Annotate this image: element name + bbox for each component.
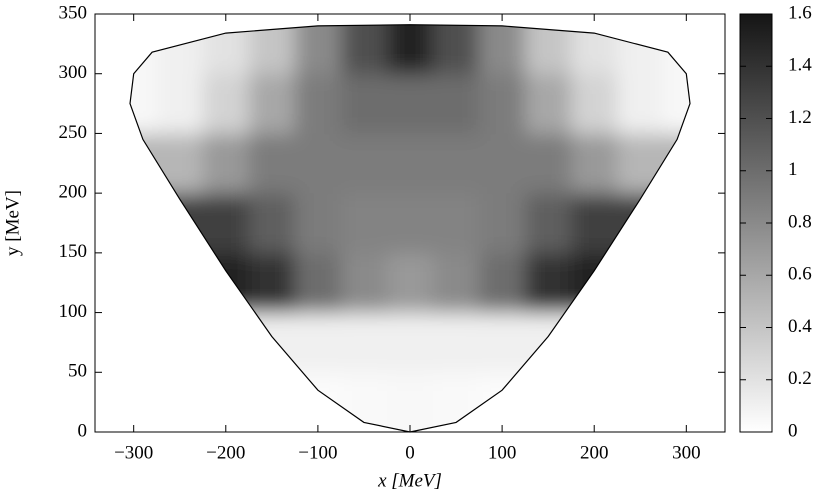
- x-tick-label: −300: [114, 442, 153, 463]
- heat-cell: [248, 252, 296, 314]
- heat-cell: [525, 252, 572, 314]
- heat-cell: [525, 133, 572, 194]
- heat-cell: [156, 24, 204, 75]
- heat-cell: [525, 193, 572, 254]
- heat-cell: [294, 193, 342, 254]
- heat-cell: [525, 312, 572, 373]
- heat-cell: [617, 133, 664, 194]
- heat-cell: [156, 73, 204, 134]
- heat-cell: [617, 24, 664, 75]
- heat-cell: [202, 252, 250, 314]
- y-tick-label: 100: [59, 301, 88, 322]
- heat-cell: [386, 73, 434, 134]
- heat-cell: [571, 133, 618, 194]
- y-tick-label: 200: [59, 182, 88, 203]
- heat-cell: [156, 193, 204, 254]
- heat-cell: [433, 133, 480, 194]
- x-tick-label: 200: [580, 442, 609, 463]
- heat-cell: [294, 312, 342, 373]
- heat-cell: [571, 193, 618, 254]
- colorbar-tick-label: 0.6: [788, 264, 812, 285]
- heat-cell: [294, 133, 342, 194]
- heat-cell: [202, 73, 250, 134]
- heat-cell: [479, 312, 526, 373]
- heat-cell: [340, 193, 388, 254]
- phase-space-boundary: [129, 24, 691, 433]
- x-tick-label: 300: [672, 442, 701, 463]
- heat-cell: [479, 252, 526, 314]
- heat-cell: [340, 252, 388, 314]
- y-tick-label: 300: [59, 62, 88, 83]
- heat-cell: [386, 312, 434, 373]
- heat-cell: [571, 312, 618, 373]
- y-axis-label: y [MeV]: [2, 190, 23, 256]
- heat-cell: [617, 252, 664, 314]
- colorbar-tick-label: 1: [788, 159, 798, 180]
- y-tick-label: 350: [59, 2, 88, 23]
- heat-cell: [433, 312, 480, 373]
- heat-cell: [340, 312, 388, 373]
- heat-cell: [386, 372, 434, 432]
- heat-cell: [202, 312, 250, 373]
- heat-cell: [617, 312, 664, 373]
- heat-cell: [248, 133, 296, 194]
- heat-cell: [433, 73, 480, 134]
- heat-cell: [525, 73, 572, 134]
- heat-cell: [386, 24, 434, 75]
- heat-cell: [479, 24, 526, 75]
- heat-cell: [248, 193, 296, 254]
- heat-cell: [479, 133, 526, 194]
- heat-cell: [571, 252, 618, 314]
- x-tick-label: 100: [488, 442, 517, 463]
- y-tick-label: 0: [78, 420, 88, 441]
- x-tick-label: −200: [206, 442, 245, 463]
- heat-cell: [479, 73, 526, 134]
- x-tick-label: −100: [298, 442, 337, 463]
- heat-cell: [202, 133, 250, 194]
- colorbar-tick-label: 0: [788, 420, 798, 441]
- heat-cell: [340, 133, 388, 194]
- heat-cell: [386, 252, 434, 314]
- heat-cell: [248, 312, 296, 373]
- heat-cell: [294, 73, 342, 134]
- heat-cell: [156, 312, 204, 373]
- heat-cell: [156, 252, 204, 314]
- heat-cell: [479, 193, 526, 254]
- heat-cell: [433, 252, 480, 314]
- heat-cell: [433, 24, 480, 75]
- x-axis-label: x [MeV]: [377, 470, 442, 491]
- colorbar-tick-label: 0.4: [788, 316, 812, 337]
- heat-cell: [294, 252, 342, 314]
- heat-cell: [294, 24, 342, 75]
- heat-cell: [248, 73, 296, 134]
- heat-cell: [433, 193, 480, 254]
- heat-cell: [202, 193, 250, 254]
- heat-cell: [525, 24, 572, 75]
- colorbar-tick-label: 1.2: [788, 107, 812, 128]
- colorbar-tick-label: 0.2: [788, 368, 812, 389]
- heat-cell: [386, 133, 434, 194]
- x-tick-label: 0: [405, 442, 415, 463]
- heat-cell: [156, 133, 204, 194]
- y-tick-label: 50: [68, 361, 87, 382]
- heat-cell: [340, 24, 388, 75]
- heat-cell: [617, 73, 664, 134]
- heat-cell: [386, 193, 434, 254]
- heat-cell: [571, 73, 618, 134]
- heat-cell: [248, 24, 296, 75]
- colorbar-tick-label: 0.8: [788, 211, 812, 232]
- y-tick-label: 250: [59, 122, 88, 143]
- colorbar-tick-label: 1.6: [788, 2, 812, 23]
- colorbar-tick-label: 1.4: [788, 55, 812, 76]
- heat-cell: [340, 73, 388, 134]
- y-tick-label: 150: [59, 241, 88, 262]
